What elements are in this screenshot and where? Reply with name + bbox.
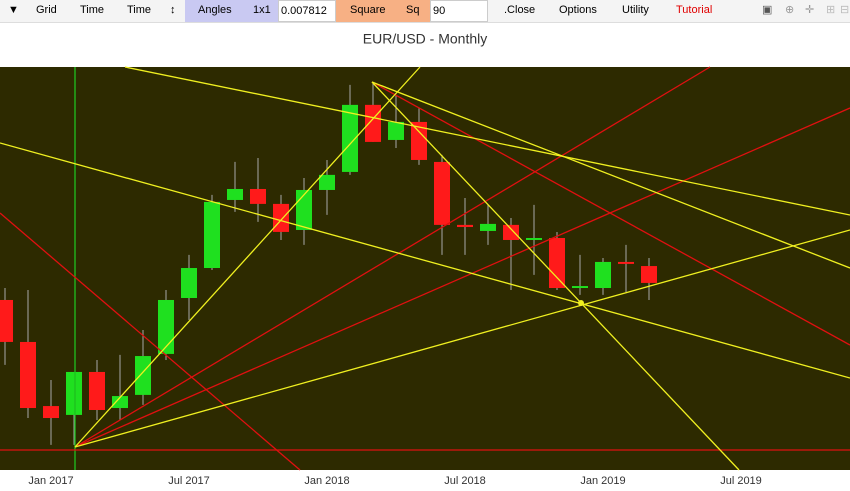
candle-body	[388, 121, 404, 140]
time-btn[interactable]: Time	[80, 4, 105, 16]
x-tick-label: Jul 2018	[444, 475, 486, 487]
candle-body	[66, 371, 82, 415]
trend-line	[74, 66, 711, 448]
candle-body	[89, 371, 105, 410]
candle-body	[572, 286, 588, 289]
candle-body	[135, 356, 151, 395]
x-tick-label: Jul 2017	[168, 475, 210, 487]
save-icon[interactable]: ▣	[762, 4, 773, 16]
scale-btn[interactable]: ↕	[170, 4, 176, 16]
angles-btn[interactable]: Angles	[198, 4, 232, 16]
square-btn[interactable]: Square	[350, 4, 386, 16]
anchor-point	[578, 300, 584, 306]
close-btn[interactable]: .Close	[504, 4, 536, 16]
candle-body	[43, 406, 59, 419]
candle-body	[204, 201, 220, 269]
x-tick-label: Jul 2019	[720, 475, 762, 487]
angle-input[interactable]: 0.007812	[278, 0, 336, 22]
trend-line	[74, 66, 421, 448]
tutorial-btn[interactable]: Tutorial	[676, 4, 713, 16]
candle-body	[0, 299, 13, 342]
square-bg	[336, 0, 430, 22]
candle-body	[480, 223, 496, 231]
trend-line	[371, 81, 850, 346]
candle-body	[342, 104, 358, 172]
trend-line	[74, 107, 850, 448]
toolbar: ▼ Grid Time Time ↕ Angles 1x1 0.007812 S…	[0, 0, 850, 23]
x-tick-label: Jan 2017	[28, 475, 73, 487]
utility-btn[interactable]: Utility	[622, 4, 649, 16]
plus-icon[interactable]: ⊞	[826, 4, 836, 16]
chart: EUR/USD - Monthly Jan 2017 Jul 2017 Jan 20…	[0, 31, 850, 487]
candle-body	[296, 189, 312, 230]
chart-title: EUR/USD - Monthly	[363, 31, 487, 47]
candle-body	[618, 261, 634, 264]
candle-body	[20, 341, 36, 409]
candle-body	[526, 238, 542, 240]
candle-body	[365, 104, 381, 142]
trend-line	[371, 81, 740, 471]
x-tick-label: Jan 2018	[304, 475, 349, 487]
angles-bg	[185, 0, 278, 22]
sq-btn[interactable]: Sq	[406, 4, 420, 16]
trend-line	[0, 142, 850, 379]
drawings	[0, 66, 850, 471]
candle-body	[158, 299, 174, 354]
minus-icon[interactable]: ⊟	[840, 4, 850, 16]
trend-line	[371, 81, 850, 269]
candle-body	[595, 261, 611, 289]
candle-body	[434, 161, 450, 225]
pan-icon[interactable]: ✛	[805, 4, 815, 16]
candle-body	[112, 396, 128, 409]
grid-btn[interactable]: Grid	[36, 4, 57, 16]
candle-body	[250, 188, 266, 204]
candle-body	[319, 174, 335, 190]
candle-body	[227, 188, 243, 200]
candle-body	[549, 238, 565, 289]
candle-body	[181, 268, 197, 299]
candle-body	[503, 224, 519, 240]
trend-line	[124, 66, 850, 216]
candle-body	[641, 266, 657, 283]
square-input[interactable]: 90	[430, 0, 488, 22]
candle-body	[273, 203, 289, 232]
candle-body	[457, 224, 473, 228]
trend-line	[0, 212, 301, 471]
ratio-btn[interactable]: 1x1	[253, 4, 271, 16]
options-btn[interactable]: Options	[559, 4, 597, 16]
time-btn[interactable]: Time	[127, 4, 152, 16]
trend-line	[74, 229, 850, 448]
candle-body	[411, 121, 427, 160]
x-tick-label: Jan 2019	[580, 475, 625, 487]
dropdown[interactable]: ▼	[8, 4, 19, 16]
zoom-icon[interactable]: ⊕	[785, 4, 795, 16]
